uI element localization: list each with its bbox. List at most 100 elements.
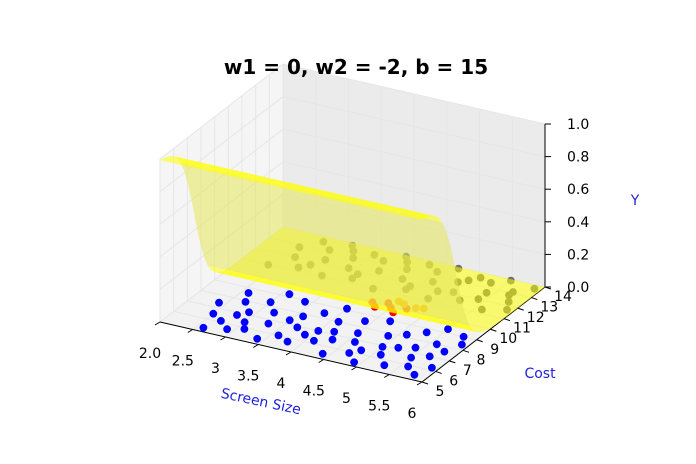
y-tick-mark — [476, 339, 483, 343]
surface-patch — [269, 273, 296, 286]
data-point — [309, 336, 318, 345]
surface-patch — [269, 183, 295, 191]
x-tick-label: 5.5 — [368, 399, 390, 415]
surface-patch — [185, 161, 211, 169]
surface-patch — [347, 249, 373, 272]
surface-patch — [227, 180, 253, 197]
surface-patch — [334, 198, 360, 206]
surface-patch — [325, 244, 351, 267]
z-grid-line — [159, 63, 546, 160]
data-point — [264, 319, 273, 328]
surface-patch — [251, 275, 277, 286]
data-point — [427, 363, 436, 372]
surface-patch — [459, 285, 485, 293]
data-point — [384, 331, 393, 340]
surface-patch — [471, 318, 498, 326]
x-tick-label: 5 — [342, 391, 351, 407]
data-point — [402, 330, 411, 339]
surface-patch — [241, 241, 267, 262]
surface-patch — [301, 185, 327, 192]
surface-patch — [266, 261, 292, 278]
surface-patch — [303, 239, 329, 262]
data-point — [411, 343, 420, 352]
surface-patch — [203, 168, 229, 176]
surface-patch — [365, 236, 391, 260]
surface-patch — [360, 300, 386, 311]
surface-patch — [499, 297, 525, 306]
data-point — [343, 304, 351, 313]
data-point — [353, 329, 362, 337]
surface-patch — [410, 210, 436, 217]
surface-patch — [296, 206, 322, 227]
surface-patch — [454, 267, 480, 275]
surface-patch — [219, 236, 245, 257]
surface-patch — [489, 305, 515, 314]
surface-patch — [368, 254, 395, 277]
surface-patch — [403, 211, 429, 219]
data-point — [422, 328, 431, 337]
surface-patch — [229, 270, 255, 281]
data-point — [459, 332, 468, 341]
surface-patch — [426, 315, 452, 326]
surface-patch — [276, 180, 302, 187]
data-point — [432, 340, 441, 349]
surface-patch — [362, 221, 388, 242]
surface-patch — [332, 276, 358, 293]
surface-patch — [225, 173, 251, 181]
surface-patch — [487, 284, 513, 293]
surface-patch — [363, 200, 389, 207]
x-tick-label: 4.5 — [303, 384, 325, 400]
data-point — [270, 308, 278, 317]
data-point — [245, 308, 253, 317]
surface-patch — [467, 300, 493, 309]
surface-patch — [284, 251, 311, 272]
x-tick-mark — [154, 321, 161, 326]
surface-patch — [210, 165, 236, 172]
surface-patch — [342, 300, 368, 307]
data-point — [440, 347, 449, 356]
y-tick-mark — [449, 360, 456, 364]
data-point — [386, 317, 395, 326]
z-tick-label: 0.4 — [567, 215, 589, 231]
surface-patch — [338, 295, 365, 306]
surface-patch — [232, 170, 258, 177]
x-tick-label: 6 — [408, 406, 417, 422]
surface-patch — [279, 180, 305, 187]
surface-patch — [314, 200, 341, 217]
surface-patch — [294, 186, 320, 194]
surface-patch — [248, 268, 274, 281]
surface-patch — [252, 196, 279, 217]
surface-patch — [366, 200, 392, 207]
surface-patch — [187, 181, 213, 202]
data-point — [444, 325, 452, 333]
data-point — [274, 331, 283, 340]
data-point — [283, 337, 292, 346]
surface-patch — [491, 282, 517, 290]
surface-patch — [340, 216, 366, 237]
surface-patch — [201, 246, 227, 263]
surface-patch — [444, 313, 470, 326]
surface-patch — [382, 305, 408, 316]
surface-patch — [254, 175, 280, 182]
surface-patch — [310, 271, 336, 288]
surface-patch — [281, 234, 307, 257]
surface-patch — [422, 308, 448, 321]
surface-patch — [170, 155, 196, 162]
z-grid-line — [159, 96, 546, 192]
surface-patch — [385, 205, 411, 212]
data-point — [394, 343, 403, 352]
data-point — [425, 352, 434, 361]
data-point — [223, 325, 231, 334]
data-point — [330, 327, 339, 336]
data-point — [376, 350, 385, 359]
surface-patch — [293, 195, 319, 212]
surface-patch — [228, 171, 255, 179]
data-point — [314, 326, 323, 335]
surface-patch — [318, 211, 344, 232]
data-point — [410, 370, 419, 379]
x-tick-mark — [252, 344, 259, 348]
surface-patch — [181, 163, 208, 171]
surface-patch — [448, 320, 474, 331]
surface-patch — [494, 279, 520, 288]
